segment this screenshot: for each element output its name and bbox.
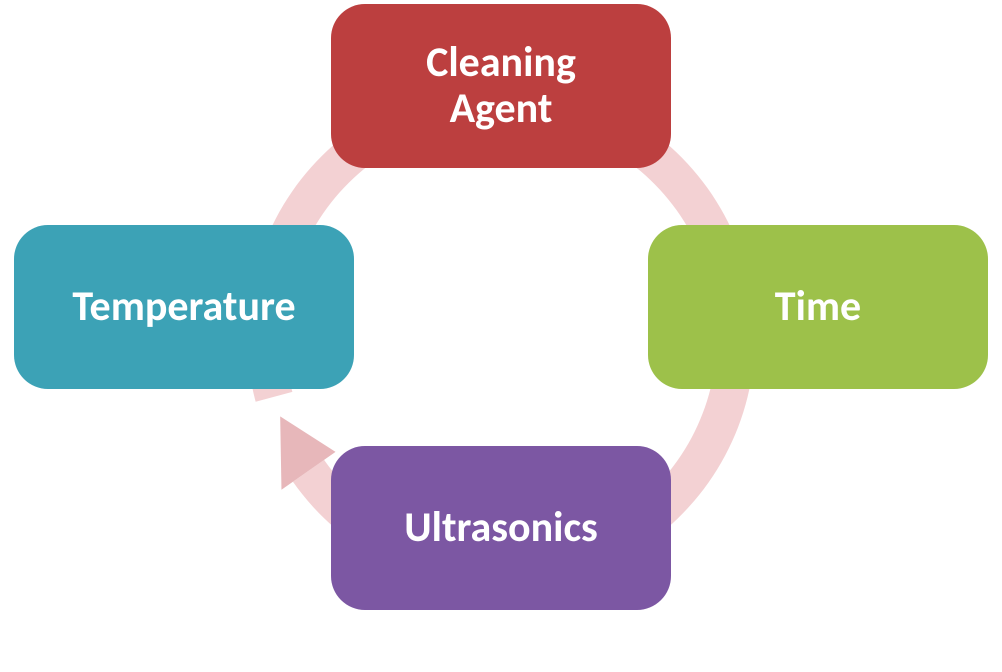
node-temperature: Temperature — [14, 225, 354, 389]
cycle-diagram: Cleaning Agent Time Ultrasonics Temperature — [0, 0, 1002, 672]
node-time: Time — [648, 225, 988, 389]
node-label: Temperature — [72, 284, 295, 330]
node-cleaning-agent: Cleaning Agent — [331, 4, 671, 168]
node-label: Ultrasonics — [404, 505, 598, 551]
node-label: Cleaning Agent — [426, 40, 576, 132]
node-ultrasonics: Ultrasonics — [331, 446, 671, 610]
node-label: Time — [775, 284, 861, 330]
